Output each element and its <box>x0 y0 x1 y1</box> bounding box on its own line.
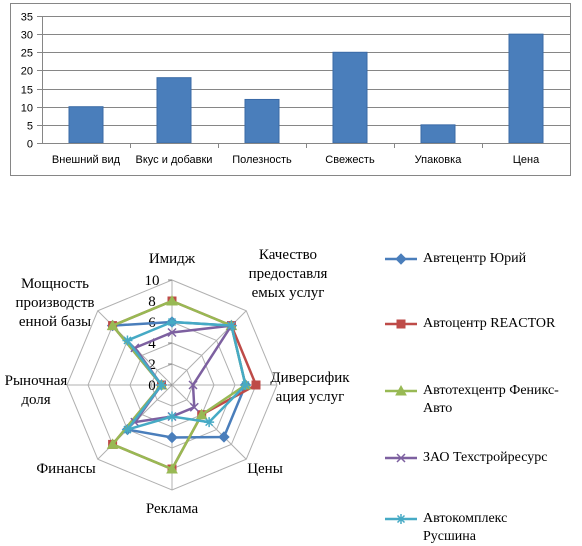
data-point <box>122 335 133 346</box>
legend-marker <box>385 253 417 265</box>
category-label-line: доля <box>21 392 50 408</box>
data-point <box>122 424 133 435</box>
legend-marker <box>385 453 417 463</box>
series-line <box>124 320 247 432</box>
category-label: Финансы <box>36 461 95 477</box>
legend-marker <box>385 319 417 329</box>
data-point <box>189 402 199 412</box>
data-point <box>166 462 178 474</box>
data-point <box>106 319 119 331</box>
legend-label: Автецентр Юрий <box>423 251 527 266</box>
data-point <box>166 294 178 306</box>
category-label: Имидж <box>149 251 196 267</box>
category-label: Диверсифик ация услуг <box>270 370 350 405</box>
radar-series <box>122 317 251 435</box>
legend-symbol <box>396 319 406 329</box>
bar <box>244 98 280 144</box>
y-tick-label: 20 <box>21 66 33 78</box>
x-tick-label: Внешний вид <box>52 154 121 166</box>
y-tick-label: 10 <box>21 103 33 115</box>
radial-tick-label: 0 <box>148 378 156 394</box>
legend-label: Автоцентр REACTOR <box>423 316 556 331</box>
legend-label: ЗАО Техстройресурс <box>423 450 548 465</box>
category-label-line: ация услуг <box>276 389 345 405</box>
category-label-line: Рыночная <box>5 373 68 389</box>
data-point <box>226 320 237 331</box>
category-label-line: емых услуг <box>252 285 325 301</box>
y-tick-label: 25 <box>21 48 33 60</box>
bar <box>420 124 456 144</box>
radial-tick-label: 4 <box>148 336 156 352</box>
bar <box>508 33 544 144</box>
category-label: Реклама <box>146 501 199 517</box>
category-label-line: Качество <box>259 247 317 263</box>
category-label-line: Реклама <box>146 501 199 517</box>
legend-symbol <box>396 453 406 463</box>
data-point <box>167 317 177 327</box>
category-label: Качество предоставля емых услуг <box>249 247 328 301</box>
radial-tick-label: 10 <box>145 273 160 289</box>
data-point <box>156 380 167 390</box>
category-label-line: енной базы <box>19 314 91 330</box>
y-tick-label: 30 <box>21 30 33 42</box>
legend-marker <box>385 514 417 524</box>
category-label-line: Цены <box>247 461 283 477</box>
data-point <box>204 417 215 428</box>
x-tick-label: Цена <box>513 154 540 166</box>
category-label-line: Диверсифик <box>270 370 350 386</box>
category-label-line: Финансы <box>36 461 95 477</box>
bar <box>156 77 192 144</box>
x-tick-label: Вкус и добавки <box>136 154 213 166</box>
legend-marker <box>385 384 417 396</box>
radial-tick-label: 8 <box>148 294 156 310</box>
data-point <box>188 380 198 390</box>
legend-symbol <box>395 253 407 265</box>
y-tick-label: 35 <box>21 12 33 24</box>
data-point <box>167 411 177 422</box>
x-tick-label: Свежесть <box>325 154 375 166</box>
category-label-line: Имидж <box>149 251 196 267</box>
data-point <box>195 408 208 420</box>
bar <box>68 106 104 144</box>
data-point <box>106 438 119 449</box>
y-tick-label: 0 <box>27 139 33 151</box>
legend-label: Автокомплекс Русшина <box>423 511 508 544</box>
legend-symbol <box>395 384 407 396</box>
data-point <box>167 327 177 338</box>
data-point <box>166 431 178 444</box>
category-label-line: предоставля <box>249 266 328 282</box>
category-label: Цены <box>247 461 283 477</box>
category-label-line: Мощность <box>21 276 89 292</box>
y-tick-label: 15 <box>21 85 33 97</box>
x-tick-label: Упаковка <box>415 154 463 166</box>
category-label: Рыночная доля <box>5 373 68 408</box>
bar <box>332 51 368 144</box>
category-label: Мощность производств енной базы <box>16 276 95 330</box>
radial-tick-label: 2 <box>148 357 156 373</box>
data-point <box>240 380 251 390</box>
category-label-line: производств <box>16 295 95 311</box>
bar-chart: 0 5 10 15 20 25 30 35 Внешний вид Вкус и добавки П… <box>10 3 571 176</box>
data-point <box>251 380 261 390</box>
x-tick-label: Полезность <box>232 154 292 166</box>
data-point <box>218 431 230 443</box>
legend-label: Автотехцентр Феникс- Авто <box>423 383 559 416</box>
y-tick-label: 5 <box>27 121 33 133</box>
legend-symbol <box>396 514 406 524</box>
